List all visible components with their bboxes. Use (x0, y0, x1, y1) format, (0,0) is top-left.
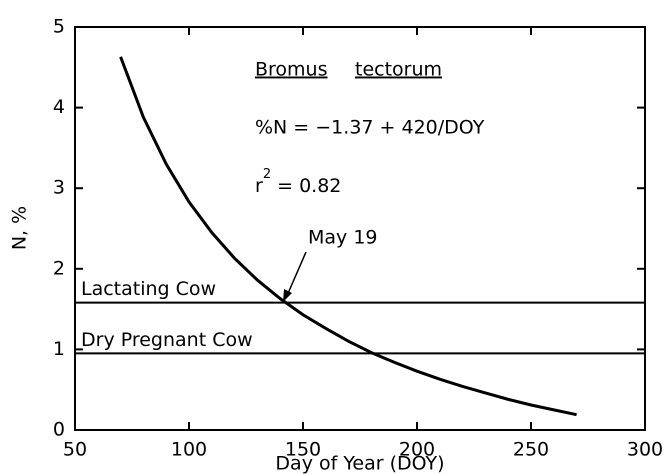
y-tick-label: 3 (53, 177, 65, 199)
x-tick-label: 250 (513, 439, 549, 461)
x-tick-label: 300 (627, 439, 663, 461)
curve (119, 56, 577, 417)
plot-frame (74, 26, 646, 431)
r-squared: r2 = 0.82 (255, 167, 341, 197)
date-annotation: May 19 (308, 227, 378, 249)
y-tick-label: 1 (53, 338, 65, 360)
y-tick-label: 4 (53, 96, 65, 118)
x-tick-label: 150 (285, 439, 321, 461)
y-tick-label: 5 (53, 16, 65, 38)
y-axis-label: N, % (9, 206, 31, 250)
x-tick-label: 200 (399, 439, 435, 461)
species-genus: Bromus (255, 59, 328, 81)
species-epithet: tectorum (355, 59, 442, 81)
arrow-head (283, 289, 292, 302)
equation: %N = −1.37 + 420/DOY (255, 117, 485, 139)
x-tick-label: 100 (171, 439, 207, 461)
arrow (285, 251, 307, 299)
reference-label: Lactating Cow (81, 278, 216, 300)
y-tick-label: 2 (53, 257, 65, 279)
y-tick-label: 0 (53, 419, 65, 441)
reference-label: Dry Pregnant Cow (81, 329, 253, 351)
x-tick-label: 50 (63, 439, 87, 461)
x-axis-label: Day of Year (DOY) (275, 453, 444, 474)
